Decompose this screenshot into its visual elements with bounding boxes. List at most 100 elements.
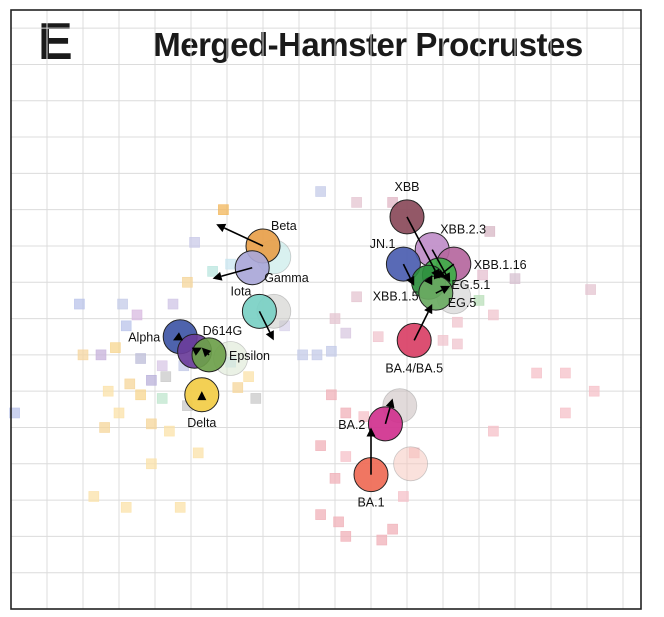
- antigen-label: D614G: [203, 324, 243, 338]
- arrow-head: [212, 271, 223, 281]
- chart-title: Merged-Hamster Procrustes: [153, 26, 583, 63]
- serum-point: [135, 353, 146, 364]
- serum-point: [146, 458, 157, 470]
- serum-point: [329, 313, 341, 324]
- arrow-shaft: [224, 227, 264, 247]
- serum-point: [9, 407, 20, 419]
- serum-point: [315, 509, 326, 520]
- serum-point: [250, 393, 262, 404]
- serum-point: [88, 491, 100, 502]
- antigen-label: Delta: [187, 416, 216, 430]
- serum-point: [398, 491, 409, 502]
- serum-point: [182, 276, 193, 288]
- arrow-shaft: [413, 311, 429, 341]
- antigen-labels: Beta Gamma Iota Alpha D614G Epsilon Delta XBB XB…: [128, 180, 526, 510]
- antigen-label: XBB.1.16: [474, 258, 527, 272]
- arrow-shaft: [442, 263, 455, 274]
- serum-point: [358, 411, 370, 422]
- serum-point: [329, 473, 341, 484]
- antigen-label: Gamma: [264, 271, 309, 285]
- serum-point: [560, 367, 571, 379]
- serum-point: [340, 407, 352, 419]
- arrow-shaft: [435, 289, 443, 294]
- serum-point: [351, 197, 362, 208]
- shadow-point: [393, 446, 429, 482]
- arrow-shaft: [221, 266, 253, 278]
- sera-points: [9, 186, 600, 546]
- serum-point: [110, 342, 121, 353]
- serum-point: [74, 298, 85, 310]
- arrow-head: [424, 304, 433, 315]
- serum-point: [473, 295, 485, 306]
- serum-point: [218, 204, 229, 215]
- serum-point: [124, 378, 136, 390]
- serum-point: [509, 273, 521, 284]
- serum-point: [326, 345, 337, 357]
- serum-point: [156, 393, 168, 404]
- serum-point: [117, 298, 128, 310]
- serum-point: [164, 425, 175, 437]
- serum-point: [207, 266, 218, 277]
- serum-point: [340, 531, 352, 542]
- serum-point: [372, 331, 384, 343]
- arrow-shaft: [402, 263, 411, 279]
- serum-point: [340, 327, 352, 339]
- antigen-label: Epsilon: [229, 349, 270, 363]
- panel-letter: E: [38, 13, 73, 71]
- serum-point: [326, 389, 337, 401]
- arrow-head: [201, 347, 212, 358]
- serum-point: [113, 407, 125, 419]
- serum-point: [192, 447, 204, 459]
- plot-frame: [10, 9, 642, 610]
- arrow-shaft: [384, 406, 391, 425]
- antigen-label: Iota: [231, 284, 252, 298]
- antigen-label: JN.1: [370, 237, 396, 251]
- arrow-shaft: [207, 353, 210, 356]
- arrow-head: [440, 285, 451, 294]
- serum-point: [560, 407, 571, 419]
- arrow-head: [385, 398, 395, 409]
- serum-point: [174, 502, 186, 513]
- serum-point: [340, 451, 352, 462]
- serum-point: [225, 258, 236, 270]
- antigen-label: BA.4/BA.5: [385, 361, 443, 375]
- arrow-head: [197, 391, 207, 401]
- serum-point: [146, 418, 157, 430]
- serum-point: [588, 385, 600, 397]
- grid-lines: [11, 10, 641, 609]
- serum-point: [297, 349, 308, 361]
- procrustes-arrows: [173, 216, 455, 475]
- arrow-head: [366, 427, 376, 437]
- serum-point: [488, 425, 499, 437]
- serum-point: [189, 237, 200, 248]
- serum-point: [351, 291, 362, 303]
- antigen-label: Alpha: [128, 331, 160, 345]
- arrow-head: [424, 275, 433, 286]
- arrow-head: [406, 275, 415, 286]
- arrow-shaft: [406, 216, 436, 272]
- antigen-label: XBB.2.3: [440, 223, 486, 237]
- serum-point: [477, 269, 488, 281]
- serum-point: [135, 389, 146, 401]
- serum-point: [315, 186, 326, 197]
- antigen-label: XBB.1.5: [373, 289, 419, 303]
- serum-point: [146, 374, 157, 386]
- serum-point: [452, 338, 463, 350]
- arrow-head: [434, 270, 443, 280]
- serum-point: [437, 335, 449, 346]
- serum-point: [156, 360, 168, 372]
- serum-point: [387, 523, 398, 535]
- arrow-head: [441, 272, 451, 283]
- arrow-head: [216, 223, 227, 233]
- serum-point: [167, 298, 179, 310]
- serum-point: [333, 516, 344, 528]
- serum-point: [120, 320, 132, 332]
- antigen-label: BA.1: [357, 496, 384, 510]
- antigen-label: Beta: [271, 219, 297, 233]
- serum-point: [95, 349, 107, 361]
- serum-point: [99, 422, 110, 433]
- serum-point: [452, 316, 463, 328]
- antigen-label: EG.5.1: [451, 278, 490, 292]
- serum-point: [531, 367, 542, 379]
